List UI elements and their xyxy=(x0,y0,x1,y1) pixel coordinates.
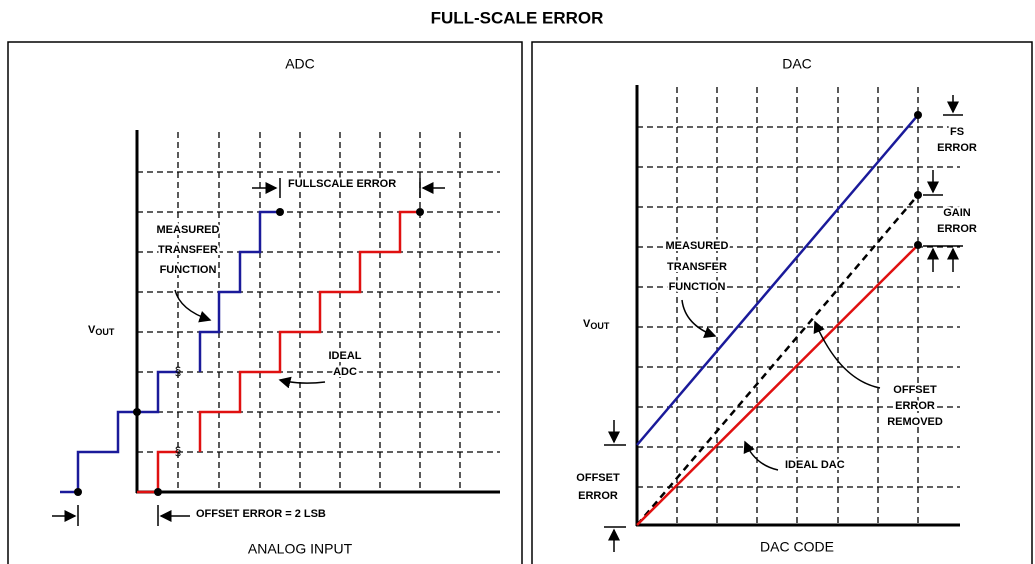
arrow xyxy=(743,440,779,471)
measured-label: TRANSFER xyxy=(158,244,218,256)
measured-label: FUNCTION xyxy=(160,264,217,276)
offset-label: OFFSET ERROR = 2 LSB xyxy=(196,508,326,520)
measured-staircase xyxy=(60,210,280,494)
measured-line xyxy=(636,114,919,446)
removed-label: OFFSET xyxy=(893,384,937,396)
fs-label: FS xyxy=(950,126,964,138)
offset-removed-line xyxy=(636,194,919,526)
points xyxy=(74,208,424,496)
offset-label: ERROR xyxy=(578,490,618,502)
ideal-line xyxy=(636,244,919,526)
arrow xyxy=(278,376,326,389)
ideal-label: IDEAL xyxy=(329,350,362,362)
gain-label: ERROR xyxy=(937,223,977,235)
points xyxy=(914,111,922,249)
measured-label: FUNCTION xyxy=(669,281,726,293)
title: FULL-SCALE ERROR xyxy=(431,8,604,27)
removed-label: ERROR xyxy=(895,400,935,412)
measured-label: MEASURED xyxy=(157,224,220,236)
measured-label: MEASURED xyxy=(666,240,729,252)
break-symbol: § xyxy=(175,364,182,378)
arrow xyxy=(174,289,212,323)
x-label: ANALOG INPUT xyxy=(248,541,353,557)
fullscale-label: FULLSCALE ERROR xyxy=(288,178,396,190)
ideal-label: IDEAL DAC xyxy=(785,459,845,471)
ideal-staircase xyxy=(137,210,420,494)
arrow xyxy=(681,299,717,339)
dac-panel xyxy=(531,41,1033,564)
x-label: DAC CODE xyxy=(760,539,834,555)
dac-title: DAC xyxy=(782,56,812,72)
break-symbol: § xyxy=(175,444,182,458)
offset-label: OFFSET xyxy=(576,472,620,484)
measured-label: TRANSFER xyxy=(667,261,727,273)
removed-label: REMOVED xyxy=(887,416,943,428)
fs-label: ERROR xyxy=(937,142,977,154)
y-label: VOUT xyxy=(583,318,610,331)
adc-title: ADC xyxy=(285,56,315,72)
ideal-label: ADC xyxy=(333,366,357,378)
y-label: VOUT xyxy=(88,324,115,337)
adc-panel xyxy=(7,41,523,564)
arrow xyxy=(813,320,881,389)
gain-label: GAIN xyxy=(943,207,971,219)
